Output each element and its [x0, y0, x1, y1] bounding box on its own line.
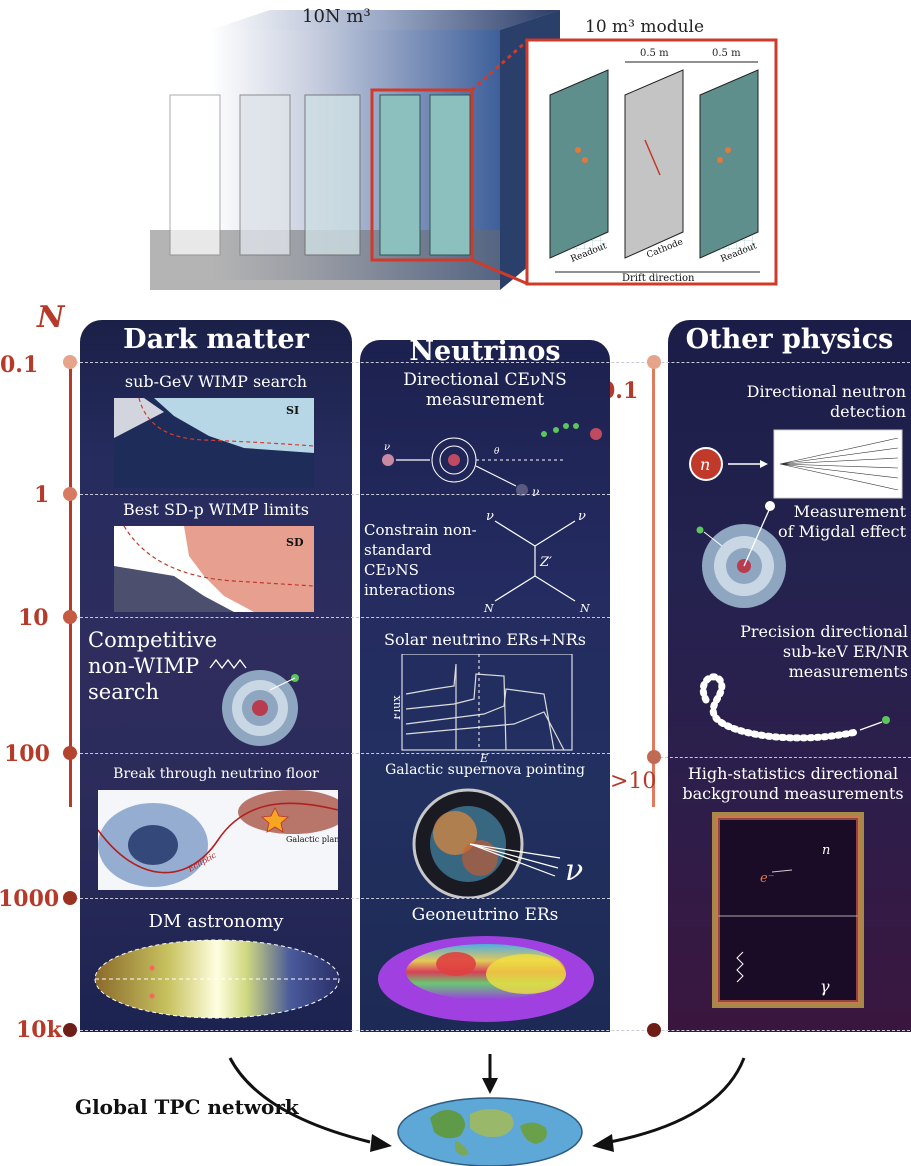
- volume-label: 10N m³: [302, 6, 371, 27]
- er-nr-track-illustration: [699, 673, 890, 742]
- flux-label: Flux: [394, 695, 403, 720]
- nu-cell-title: Constrain non-standard CEνNS interaction…: [364, 521, 477, 599]
- right-tick-dot: [647, 750, 661, 764]
- neutrino-floor-plot: Ecliptic Galactic plane: [98, 790, 338, 890]
- row-divider: [70, 494, 610, 495]
- nu-cell-title: Directional CEνNS measurement: [403, 370, 567, 410]
- module-schematic: [549, 61, 760, 273]
- network-label: Global TPC network: [75, 1095, 299, 1119]
- sd-limit-plot: SD: [114, 526, 314, 612]
- neutron-detection-illustration: n: [689, 429, 903, 499]
- supernova-illustration: ν: [412, 788, 583, 898]
- neutrinos-panel: Neutrinos Directional CEνNS measurement …: [360, 340, 610, 1032]
- tick-dot: [63, 891, 77, 905]
- module-label: 10 m³ module: [585, 17, 704, 37]
- tick-dot: [63, 1023, 77, 1037]
- track-n-label: n: [822, 843, 830, 858]
- theta-label: θ: [494, 447, 500, 457]
- nu-incoming: ν: [384, 442, 390, 453]
- solar-spectrum-plot: Flux E: [394, 654, 573, 764]
- module-slabs: [169, 88, 474, 262]
- gap-right-label: 0.5 m: [712, 48, 741, 59]
- feynman-nu-left: ν: [486, 509, 494, 524]
- supernova-nu: ν: [565, 853, 583, 888]
- right-tick-label: >10: [610, 769, 657, 794]
- right-axis-line: [652, 362, 655, 807]
- dm-cell-title: Break through neutrino floor: [113, 766, 319, 782]
- feynman-n-left: N: [483, 602, 494, 615]
- galactic-plane-label: Galactic plane: [286, 835, 338, 844]
- cevns-illustration: ν ν θ: [382, 423, 602, 499]
- dark-matter-title: Dark matter: [123, 324, 309, 355]
- tick-label: 1000: [0, 886, 60, 912]
- network-arrows: [228, 1054, 746, 1166]
- nu-cell-title: Geoneutrino ERs: [411, 905, 559, 925]
- row-divider: [70, 898, 610, 899]
- tick-dot: [63, 746, 77, 760]
- op-cell-title: Directional neutron detection: [746, 382, 906, 421]
- right-tick-dot: [647, 355, 661, 369]
- dark-matter-panel: Dark matter sub-GeV WIMP search Best SD-…: [80, 320, 352, 1032]
- si-limit-plot: SI: [114, 398, 314, 488]
- sd-label: SD: [286, 536, 304, 549]
- feynman-nu-right: ν: [578, 509, 586, 524]
- dm-cell-title: Competitive non-WIMP search: [88, 628, 218, 704]
- axis-symbol: N: [37, 300, 65, 335]
- nu-cell-title: Solar neutrino ERs+NRs: [384, 630, 586, 649]
- nu-outgoing: ν: [532, 485, 539, 499]
- other-physics-panel: Other physics Directional neutron detect…: [668, 320, 911, 1032]
- atom-illustration: [209, 658, 299, 746]
- track-e-label: e⁻: [760, 871, 775, 886]
- row-divider: [655, 757, 911, 758]
- nu-cell-title: Galactic supernova pointing: [385, 762, 585, 778]
- left-axis-line: [69, 362, 72, 807]
- tick-dot: [63, 487, 77, 501]
- dm-cell-title: Best SD-p WIMP limits: [123, 500, 309, 519]
- tick-label: 100: [4, 741, 50, 767]
- dm-sky-map: [94, 939, 340, 1019]
- drift-direction-label: Drift direction: [622, 273, 695, 284]
- tick-dot: [63, 355, 77, 369]
- op-cell-title: Measurement of Migdal effect: [777, 502, 906, 541]
- other-physics-title: Other physics: [685, 324, 894, 355]
- op-cell-title: High-statistics directional background m…: [682, 764, 904, 803]
- row-divider: [70, 753, 610, 754]
- detector-illustration: 10N m³ 10 m³ module 0.5 m 0.5 m Readout …: [150, 6, 778, 290]
- right-tick-dot: [647, 1023, 661, 1037]
- tick-label: 0.1: [0, 352, 39, 378]
- dm-cell-title: DM astronomy: [148, 911, 284, 932]
- tick-label: 1: [34, 482, 50, 508]
- energy-label: E: [479, 752, 488, 764]
- tick-dot: [63, 610, 77, 624]
- track-gamma-label: γ: [820, 977, 830, 996]
- row-divider: [70, 362, 911, 363]
- dm-cell-title: sub-GeV WIMP search: [124, 372, 308, 391]
- feynman-n-right: N: [579, 602, 590, 615]
- si-label: SI: [286, 404, 299, 417]
- tick-label: 10k: [16, 1017, 62, 1043]
- tick-label: 10: [18, 605, 49, 631]
- background-measurement-image: e⁻ n γ: [712, 812, 864, 1008]
- gap-left-label: 0.5 m: [640, 48, 669, 59]
- feynman-z: Z′: [539, 555, 552, 570]
- feynman-diagram: ν ν Z′ N N: [483, 509, 590, 615]
- op-cell-title: Precision directional sub-keV ER/NR meas…: [740, 622, 908, 681]
- row-divider: [70, 1030, 911, 1031]
- row-divider: [70, 617, 610, 618]
- migdal-atom-illustration: [696, 501, 786, 608]
- geoneutrino-map: [378, 936, 594, 1022]
- neutron-symbol: n: [700, 455, 710, 474]
